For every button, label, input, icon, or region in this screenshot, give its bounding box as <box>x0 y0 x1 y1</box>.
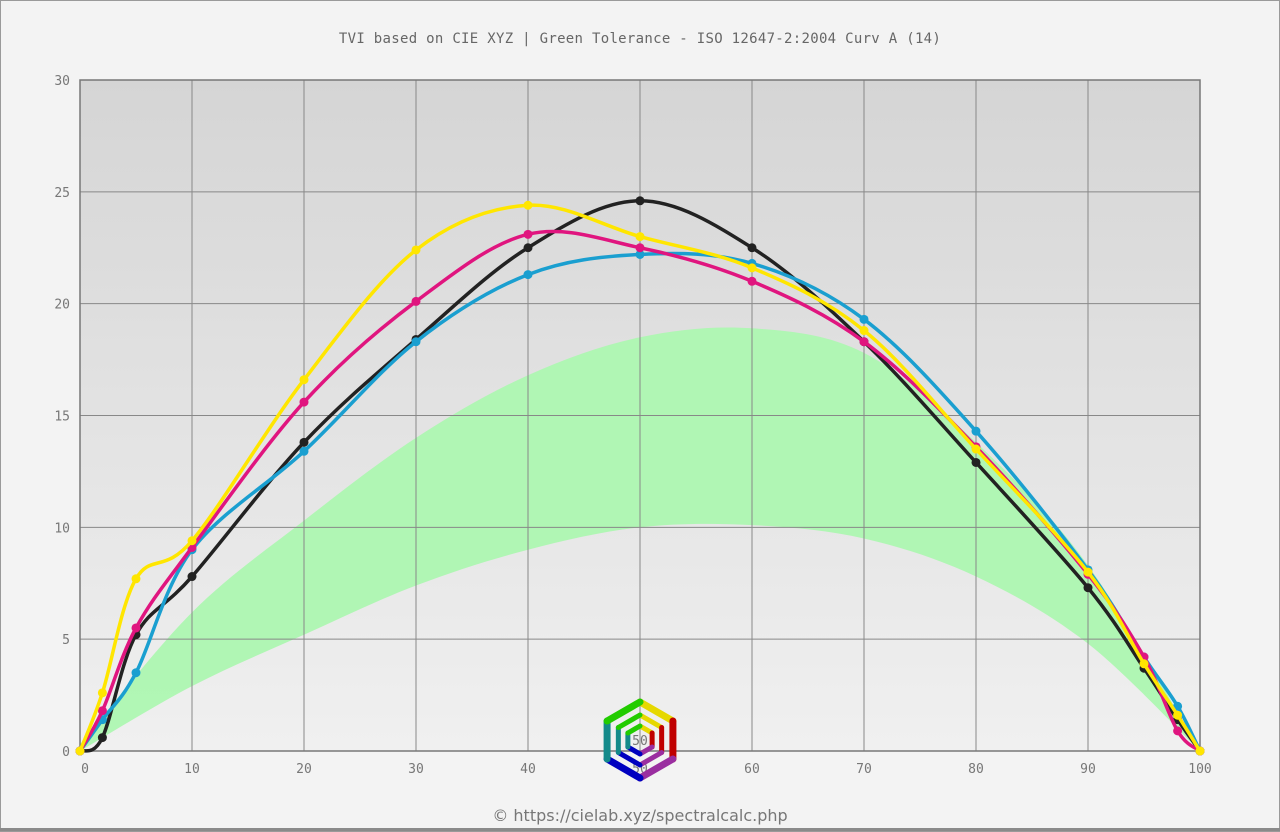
data-point-magenta <box>97 706 107 716</box>
data-point-yellow <box>131 574 141 584</box>
data-point-cyan <box>411 337 421 347</box>
logo-hexagon-icon <box>637 712 665 730</box>
data-point-cyan <box>971 426 981 436</box>
data-point-magenta <box>411 296 421 306</box>
data-point-yellow <box>971 444 981 454</box>
data-point-yellow <box>1195 746 1205 756</box>
data-point-yellow <box>299 375 309 385</box>
plot-border <box>79 79 1201 752</box>
x-tick-label: 70 <box>856 762 872 777</box>
data-point-black <box>97 733 107 743</box>
x-tick-label: 20 <box>296 762 312 777</box>
logo-hexagon-icon <box>636 698 677 725</box>
logo-hexagon-icon <box>603 698 644 725</box>
data-point-cyan <box>635 249 645 259</box>
data-point-yellow <box>187 536 197 546</box>
logo-label: 50 <box>632 734 648 749</box>
data-point-yellow <box>1173 710 1183 720</box>
data-point-yellow <box>97 688 107 698</box>
tolerance-band <box>80 327 1200 751</box>
data-point-yellow <box>747 263 757 273</box>
y-tick-label: 0 <box>62 745 70 760</box>
data-point-cyan <box>131 668 141 678</box>
data-point-yellow <box>411 245 421 255</box>
y-tick-label: 15 <box>54 410 70 425</box>
data-point-black <box>971 457 981 467</box>
logo-hexagon-icon <box>615 712 643 730</box>
data-point-magenta <box>523 229 533 239</box>
y-tick-label: 25 <box>54 186 70 201</box>
data-point-yellow <box>523 200 533 210</box>
data-point-magenta <box>131 623 141 633</box>
logo-hexagon-icon <box>625 723 643 736</box>
series-line-yellow <box>78 203 1202 752</box>
x-tick-label: 90 <box>1080 762 1096 777</box>
logo-hexagon-icon <box>603 755 644 782</box>
data-point-yellow <box>1139 659 1149 669</box>
x-tick-label: 80 <box>968 762 984 777</box>
data-point-black <box>1083 583 1093 593</box>
x-tick-label: 40 <box>520 762 536 777</box>
y-tick-label: 5 <box>62 633 70 648</box>
data-point-magenta <box>1173 726 1183 736</box>
bottom-border <box>0 828 1280 831</box>
data-point-magenta <box>747 276 757 286</box>
data-point-cyan <box>1173 701 1183 711</box>
data-point-cyan <box>299 446 309 456</box>
data-point-cyan <box>523 270 533 280</box>
data-point-magenta <box>299 397 309 407</box>
x-tick-label: 30 <box>408 762 424 777</box>
x-tick-label: 100 <box>1188 762 1211 777</box>
y-tick-label: 20 <box>54 298 70 313</box>
y-tick-label: 10 <box>54 521 70 536</box>
data-point-cyan <box>859 314 869 324</box>
data-point-black <box>187 572 197 582</box>
x-tick-label: 0 <box>81 762 89 777</box>
data-point-yellow <box>75 746 85 756</box>
data-point-yellow <box>859 326 869 336</box>
x-tick-label: 10 <box>184 762 200 777</box>
data-point-black <box>747 243 757 253</box>
data-point-yellow <box>1083 567 1093 577</box>
credit-link[interactable]: © https://cielab.xyz/spectralcalc.php <box>492 806 788 825</box>
logo-hexagon-icon <box>637 750 665 768</box>
data-point-black <box>299 437 309 447</box>
data-point-magenta <box>859 337 869 347</box>
chart-title: TVI based on CIE XYZ | Green Tolerance -… <box>338 31 942 47</box>
data-point-magenta <box>635 243 645 253</box>
data-point-black <box>635 196 645 206</box>
y-tick-label: 30 <box>54 74 70 89</box>
x-tick-label: 60 <box>744 762 760 777</box>
logo-hexagon-icon <box>615 750 643 768</box>
logo-hexagon-icon <box>636 755 677 782</box>
data-point-black <box>523 243 533 253</box>
data-point-yellow <box>635 232 645 242</box>
